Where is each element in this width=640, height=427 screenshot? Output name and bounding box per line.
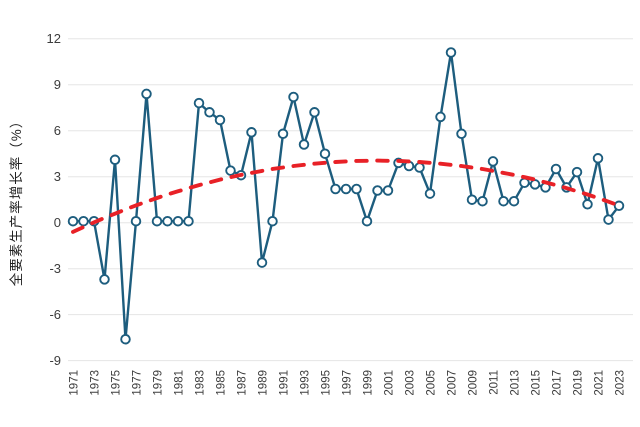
y-tick-label: 0 — [54, 215, 61, 230]
x-tick-label: 1971 — [69, 370, 81, 396]
data-point-marker — [603, 214, 614, 225]
data-point-marker — [267, 215, 278, 227]
y-tick-label: -9 — [49, 353, 61, 368]
data-point-marker — [382, 185, 394, 196]
data-point-marker — [309, 107, 320, 118]
x-tick-label: 2005 — [426, 370, 438, 396]
data-point-marker — [424, 188, 436, 199]
x-tick-label: 1977 — [132, 370, 144, 396]
y-tick-label: -6 — [49, 307, 61, 322]
data-point-marker — [151, 215, 163, 227]
data-point-marker — [298, 139, 310, 150]
data-point-marker — [529, 179, 541, 190]
x-tick-label: 1985 — [216, 370, 228, 396]
data-point-marker — [456, 128, 467, 140]
data-point-marker — [487, 156, 499, 167]
x-tick-label: 2007 — [447, 370, 459, 396]
data-point-marker — [246, 127, 257, 138]
x-tick-label: 2019 — [573, 370, 585, 396]
x-tick-label: 1979 — [153, 370, 165, 396]
data-point-marker — [204, 107, 215, 118]
data-point-marker — [172, 215, 184, 227]
x-tick-label: 1987 — [237, 370, 249, 396]
trend-line-layer — [71, 158, 621, 234]
x-tick-label: 2011 — [489, 370, 501, 395]
data-point-marker — [256, 257, 268, 268]
x-tick-label: 2017 — [552, 370, 564, 396]
x-tick-label: 1973 — [90, 370, 102, 396]
x-tick-label: 2001 — [384, 370, 396, 396]
data-point-marker — [277, 128, 289, 140]
y-axis-tick-labels: 12 9 6 3 0 -3 -6 -9 — [47, 31, 61, 368]
data-point-marker — [372, 185, 383, 196]
data-point-marker — [319, 148, 331, 159]
data-point-marker — [414, 162, 425, 173]
x-tick-label: 1989 — [258, 370, 270, 396]
data-point-marker — [582, 199, 593, 210]
data-point-marker — [99, 274, 110, 285]
x-axis-tick-labels: 1971 1973 1975 1977 1979 1981 1983 1985 1987 1989… — [69, 370, 627, 396]
data-point-marker — [288, 91, 299, 103]
data-point-marker — [613, 200, 625, 212]
data-point-marker — [109, 154, 121, 166]
data-point-marker — [141, 88, 152, 100]
x-tick-label: 1993 — [300, 370, 312, 396]
data-point-marker — [445, 47, 457, 58]
data-point-marker — [435, 111, 446, 123]
data-point-marker — [508, 195, 520, 207]
x-tick-label: 1999 — [363, 370, 375, 396]
x-tick-label: 2003 — [405, 370, 417, 396]
data-point-marker — [78, 215, 89, 227]
x-tick-label: 1981 — [174, 370, 186, 396]
data-point-marker — [466, 194, 478, 205]
data-point-marker — [592, 153, 604, 164]
data-point-marker — [130, 215, 142, 227]
x-tick-label: 1983 — [195, 370, 207, 396]
x-tick-label: 1975 — [111, 370, 123, 396]
x-tick-label: 1997 — [342, 370, 354, 396]
data-point-marker — [162, 215, 173, 227]
y-tick-label: 6 — [54, 123, 61, 138]
x-tick-label: 2013 — [510, 370, 522, 396]
data-point-marker — [330, 183, 341, 195]
y-tick-label: -3 — [49, 261, 61, 276]
data-point-marker — [340, 183, 352, 195]
data-point-marker — [550, 163, 562, 175]
data-point-marker — [67, 215, 79, 227]
tfp-series-line — [73, 51, 620, 341]
gridlines — [68, 38, 633, 362]
x-tick-label: 2023 — [615, 370, 627, 396]
data-point-marker — [214, 114, 226, 126]
data-point-marker — [193, 97, 205, 109]
x-tick-label: 1995 — [321, 370, 333, 396]
data-point-marker — [351, 183, 362, 195]
y-tick-label: 3 — [54, 169, 61, 184]
data-point-marker — [361, 215, 373, 227]
tfp-series — [67, 47, 625, 345]
x-tick-label: 2021 — [594, 370, 606, 396]
data-point-marker — [571, 166, 583, 178]
x-tick-label: 2015 — [531, 370, 543, 396]
data-point-marker — [120, 333, 131, 345]
x-tick-label: 1991 — [279, 370, 291, 396]
y-tick-label: 9 — [54, 77, 61, 92]
data-point-marker — [498, 195, 509, 207]
data-point-marker — [225, 165, 236, 176]
trend-line — [71, 158, 621, 234]
y-tick-label: 12 — [47, 31, 61, 46]
data-point-marker — [477, 195, 488, 207]
x-tick-label: 2009 — [468, 370, 480, 396]
data-point-marker — [183, 215, 194, 227]
y-axis-title: 全要素生产率增长率（%） — [8, 114, 24, 287]
